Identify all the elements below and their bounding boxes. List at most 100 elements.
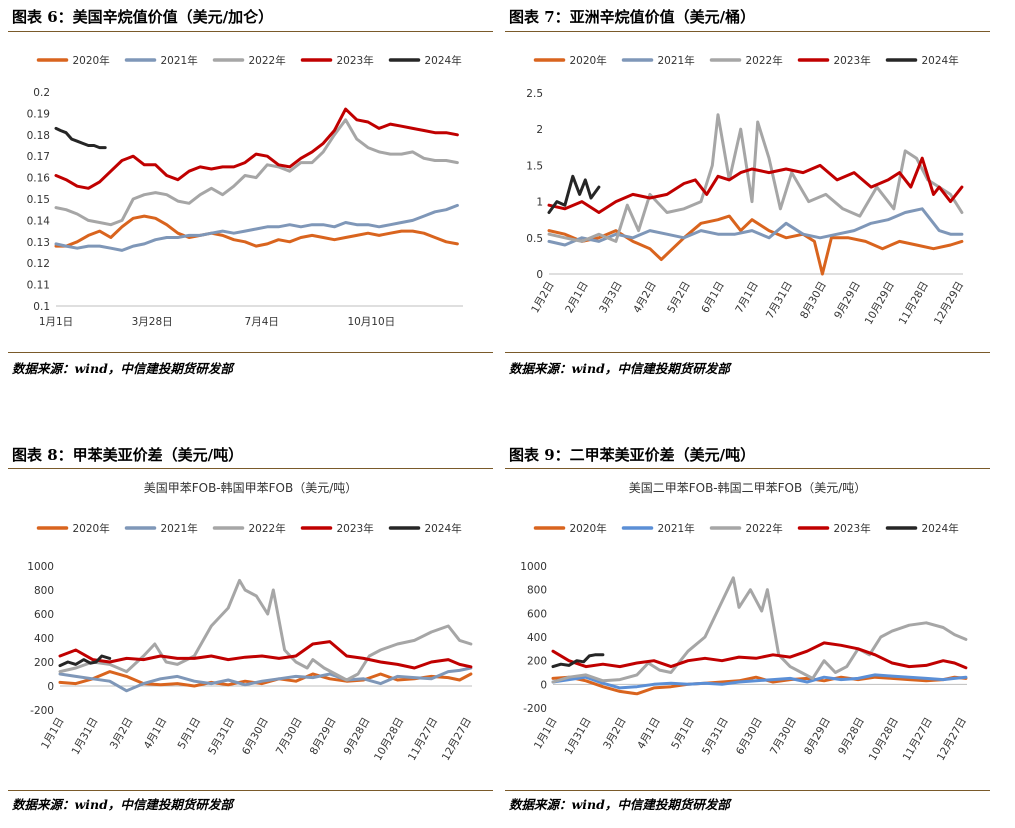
chart7-xtick-label: 10月29日 [863, 280, 897, 327]
chart8-title-rule [8, 468, 493, 469]
chart7-source-rule [505, 352, 990, 353]
chart7-title-rule [505, 31, 990, 32]
chart6-ytick-label: 0.15 [27, 194, 50, 206]
chart8-ytick-label: 800 [34, 585, 54, 597]
chart7-legend-item-2024: 2024年 [885, 54, 959, 67]
chart9-series-2024 [551, 653, 605, 669]
chart6-source-rule [8, 352, 493, 353]
chart8-series-2023 [58, 640, 473, 670]
chart9-legend-label: 2020年 [570, 522, 607, 535]
chart8-legend-label: 2021年 [161, 522, 198, 535]
chart7-ytick-label: 0.5 [526, 233, 543, 245]
chart6-xtick-label: 3月28日 [132, 316, 173, 328]
chart9-xtick-label: 3月2日 [601, 716, 629, 752]
chart8-xtick-label: 12月27日 [440, 716, 474, 763]
chart8-svg: 美国甲苯FOB-韩国甲苯FOB（美元/吨） 2020年 2021年 2022年 2023… [27, 480, 474, 763]
chart7-svg: 2020年 2021年 2022年 2023年 2024年 0 0.5 1 1.5 2 2.5 1月2… [526, 54, 966, 327]
chart6-legend-label: 2022年 [249, 54, 286, 67]
chart8-xtick-label: 1月31日 [70, 716, 101, 758]
chart7-legend-label: 2022年 [746, 54, 783, 67]
chart7-legend-label: 2021年 [658, 54, 695, 67]
chart7-xtick-label: 7月31日 [764, 280, 795, 322]
chart8-legend-item-2022: 2022年 [212, 522, 286, 535]
chart8-xtick-label: 5月31日 [206, 716, 237, 758]
chart9-xtick-label: 6月30日 [734, 716, 765, 758]
chart6-series-2020 [54, 214, 459, 248]
chart9-ytick-label: 1000 [520, 561, 547, 573]
chart7-legend-item-2022: 2022年 [709, 54, 783, 67]
chart7-ytick-label: 2.5 [526, 88, 543, 100]
chart7-ytick-label: 2 [536, 124, 543, 136]
chart9-ytick-label: 800 [527, 585, 547, 597]
chart8-xtick-label: 3月2日 [108, 716, 136, 752]
chart6-ytick-label: 0.16 [27, 173, 51, 185]
chart9-series-2023 [551, 641, 968, 670]
chart9-legend-item-2020: 2020年 [533, 522, 607, 535]
chart7-source: 数据来源：wind，中信建投期货研发部 [509, 361, 730, 376]
chart6-ytick-label: 0.11 [27, 280, 50, 292]
chart7-series-2024 [547, 174, 601, 214]
chart7-series-2023 [547, 156, 964, 214]
chart6-legend-item-2023: 2023年 [300, 54, 374, 67]
chart6-series-2023 [54, 107, 459, 190]
chart7-legend-label: 2023年 [834, 54, 871, 67]
chart6-legend-label: 2024年 [425, 54, 462, 67]
chart8-xtick-label: 7月30日 [274, 716, 305, 758]
chart6-ytick-label: 0.19 [27, 108, 50, 120]
chart8-series-2022 [58, 578, 473, 682]
chart9-xtick-label: 1月1日 [532, 716, 560, 752]
chart9-xtick-label: 5月31日 [700, 716, 731, 758]
chart7-legend-label: 2024年 [922, 54, 959, 67]
chart9-xtick-label: 12月27日 [935, 716, 969, 763]
chart7-legend-item-2023: 2023年 [797, 54, 871, 67]
chart9-xtick-label: 4月1日 [635, 716, 663, 752]
chart8-series-2024 [58, 654, 112, 668]
chart6-xtick-label: 7月4日 [245, 316, 279, 328]
chart8-xtick-label: 9月28日 [342, 716, 373, 758]
chart8-xtick-label: 11月27日 [406, 716, 440, 763]
chart7-xtick-label: 8月30日 [798, 280, 829, 322]
chart8-ytick-label: 200 [34, 657, 54, 669]
chart6-ytick-label: 0.1 [33, 301, 50, 313]
chart7-ytick-label: 1.5 [526, 160, 543, 172]
chart7-panel: 图表 7：亚洲辛烷值价值（美元/桶） 2020年 2021年 2022年 2023年 2… [505, 4, 997, 384]
chart6-legend-item-2021: 2021年 [124, 54, 198, 67]
chart6-panel: 图表 6：美国辛烷值价值（美元/加仑） 2020年 2021年 2022年 2023年… [8, 4, 500, 384]
chart9-legend-label: 2023年 [834, 522, 871, 535]
chart9-ytick-label: 0 [540, 679, 547, 691]
chart6-series-2024 [54, 126, 107, 150]
chart9-legend-item-2024: 2024年 [885, 522, 959, 535]
chart7-legend-label: 2020年 [570, 54, 607, 67]
chart7-xtick-label: 7月1日 [733, 280, 761, 316]
chart6-legend-item-2022: 2022年 [212, 54, 286, 67]
chart8-title: 图表 8：甲苯美亚价差（美元/吨） [12, 446, 244, 464]
chart9-series-2021 [551, 673, 968, 690]
chart8-legend-item-2023: 2023年 [300, 522, 374, 535]
chart7-xtick-label: 6月1日 [699, 280, 727, 316]
chart6-ytick-label: 0.2 [33, 87, 50, 99]
chart6-ytick-label: 0.14 [27, 215, 51, 227]
chart7-xtick-label: 12月29日 [932, 280, 966, 327]
chart9-ytick-label: 400 [527, 632, 547, 644]
chart9-xtick-label: 9月28日 [836, 716, 867, 758]
chart8-xtick-label: 1月1日 [39, 716, 67, 752]
chart9-subtitle: 美国二甲苯FOB-韩国二甲苯FOB（美元/吨） [629, 480, 867, 495]
chart9-ytick-label: -200 [523, 703, 547, 715]
chart9-legend-item-2023: 2023年 [797, 522, 871, 535]
chart7-legend-item-2021: 2021年 [621, 54, 695, 67]
chart9-xtick-label: 8月29日 [802, 716, 833, 758]
chart7-series-2020 [547, 214, 964, 276]
chart6-series-2021 [54, 203, 459, 252]
chart6-title-rule [8, 31, 493, 32]
chart9-source-rule [505, 790, 990, 791]
chart6-ytick-label: 0.12 [27, 258, 50, 270]
chart8-source-rule [8, 790, 493, 791]
chart6-ytick-label: 0.17 [27, 151, 50, 163]
chart6-legend-item-2020: 2020年 [36, 54, 110, 67]
chart8-ytick-label: 0 [47, 681, 54, 693]
chart7-xtick-label: 5月2日 [665, 280, 693, 316]
chart6-legend-label: 2021年 [161, 54, 198, 67]
chart8-ytick-label: 400 [34, 633, 54, 645]
chart6-xtick-label: 10月10日 [347, 316, 395, 328]
chart6-title: 图表 6：美国辛烷值价值（美元/加仑） [12, 8, 274, 26]
